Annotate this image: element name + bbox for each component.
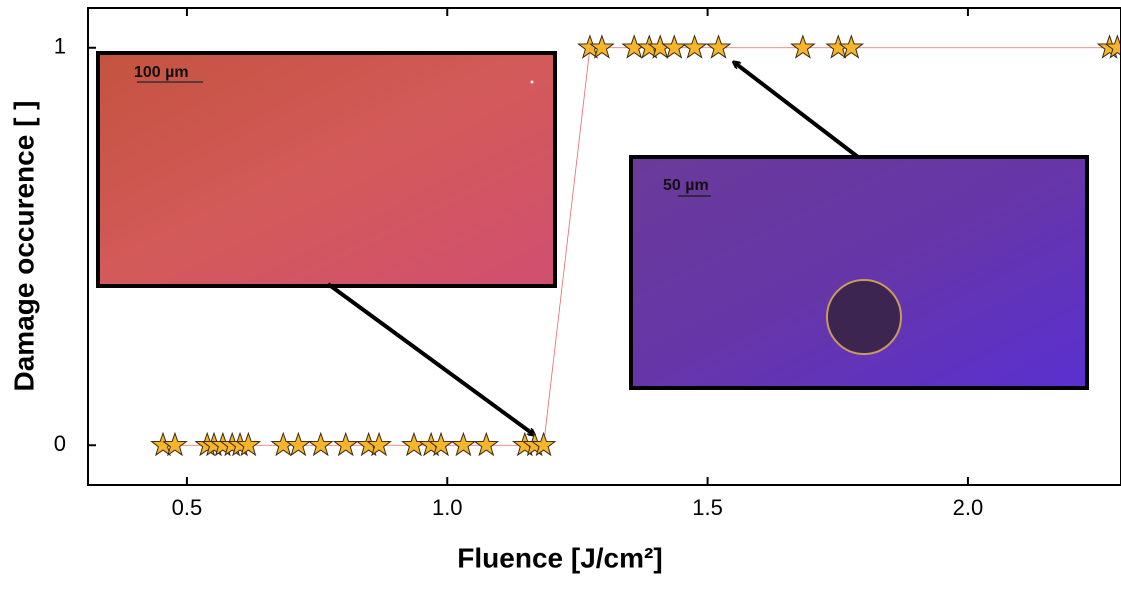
damage-spot [826,279,902,355]
insets: 100 µm 50 µm [96,51,1089,434]
point [235,431,262,457]
arrow [326,282,533,434]
point [307,431,334,457]
y-axis-label: Damage occurence [ ] [8,101,39,392]
point [681,34,708,59]
point [366,431,392,457]
plot-area [150,34,1121,457]
point [473,431,500,457]
x-tick-label: 1.5 [692,495,723,520]
point [705,34,732,59]
x-tick-label: 1.0 [432,495,463,520]
point [450,431,477,457]
point [401,431,427,457]
arrow [735,63,860,159]
x-tick-label: 2.0 [953,495,984,520]
scale-label: 50 µm [663,177,709,194]
y-tick-label: 0 [54,431,66,456]
plot-frame [87,7,1121,486]
point [530,431,557,457]
y-tick-label: 1 [54,34,66,59]
point [589,34,615,59]
point [162,431,188,457]
point [332,431,359,457]
speck [530,80,534,84]
point [1104,34,1121,59]
point [428,431,454,457]
x-axis-label: Fluence [J/cm²] [457,542,662,573]
inset-image [96,51,557,288]
point [285,431,312,457]
x-tick-label: 0.5 [172,495,203,520]
point [838,34,865,59]
point [790,34,816,59]
scale-label: 100 µm [134,64,189,81]
